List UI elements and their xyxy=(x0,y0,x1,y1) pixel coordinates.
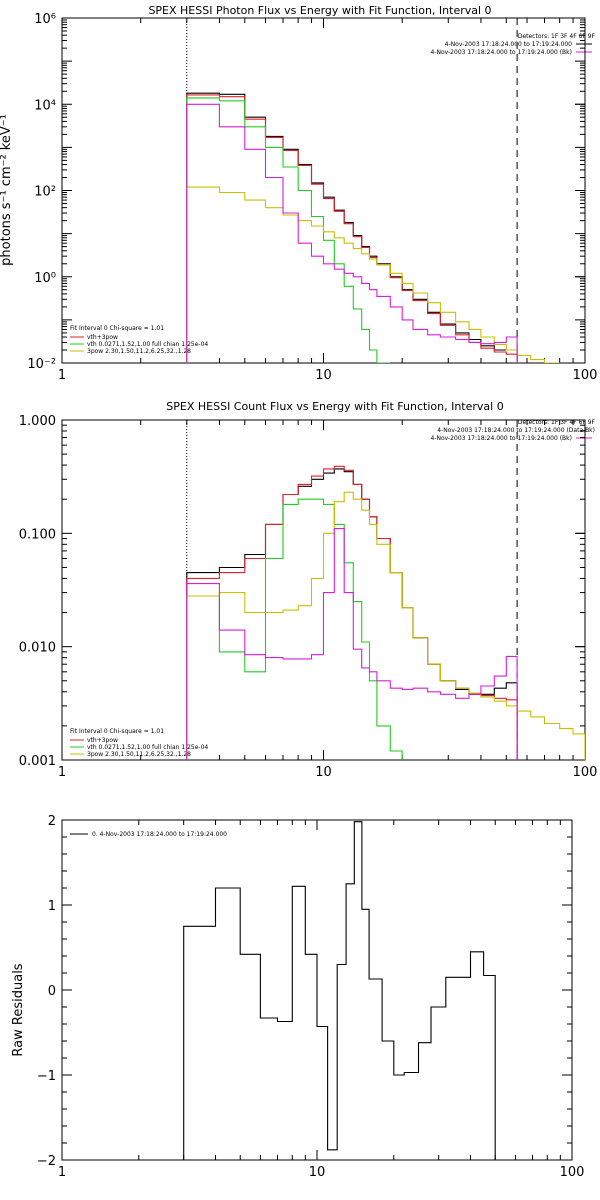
residuals-ylabel: Raw Residuals xyxy=(11,963,26,1056)
p2-legend-vth: vth 0.0271,1.52,1.00 full chian 1.25e-04 xyxy=(87,744,208,751)
p1-legend-3pow: 3pow 2.30,1.50,11.2,6.25,32.,1.28 xyxy=(87,348,191,355)
y-tick-label: 0.010 xyxy=(19,641,56,656)
series-4-step-line xyxy=(186,528,518,760)
photon-flux-title: SPEX HESSI Photon Flux vs Energy with Fi… xyxy=(148,4,491,17)
y-tick-label: 0 xyxy=(48,984,56,999)
y-tick-label: 10⁰ xyxy=(34,271,56,286)
photon-flux-ylabel: photons s⁻¹ cm⁻² keV⁻¹ xyxy=(0,114,14,266)
y-tick-label: 10⁴ xyxy=(34,98,56,113)
x-tick-label: 100 xyxy=(560,1165,585,1180)
x-tick-label: 1 xyxy=(58,368,66,383)
y-tick-label: 0.100 xyxy=(19,527,56,542)
photon-flux-panel: SPEX HESSI Photon Flux vs Energy with Fi… xyxy=(0,4,597,383)
p1-legend-vth: vth 0.0271,1.52,1.00 full chian 1.25e-04 xyxy=(87,341,208,348)
y-tick-label: 10² xyxy=(34,185,56,200)
x-tick-label: 1 xyxy=(58,765,66,780)
p1-header-bk: 4-Nov-2003 17:18:24.000 to 17:19:24.000 … xyxy=(430,49,572,56)
p2-legend-3pow: 3pow 2.30,1.50,11.2,6.25,32.,1.28 xyxy=(87,751,191,758)
p2-fit-label: Fit Interval 0 Chi-square = 1.01 xyxy=(70,728,164,735)
p3-legend-label: 0. 4-Nov-2003 17:18:24.000 to 17:19:24.0… xyxy=(92,831,227,838)
x-tick-label: 100 xyxy=(573,765,598,780)
count-flux-panel: SPEX HESSI Count Flux vs Energy with Fit… xyxy=(19,400,598,780)
y-tick-label: 10⁻² xyxy=(27,357,56,372)
y-tick-label: 1 xyxy=(48,899,56,914)
y-tick-label: 0.001 xyxy=(19,754,56,769)
p1-legend-vth3pow: vth+3pow xyxy=(87,334,118,341)
p2-legend-vth3pow: vth+3pow xyxy=(87,737,118,744)
series-0-step-line xyxy=(186,468,518,760)
p1-header-detectors: Detectors: 1F 3F 4F 6F 9F xyxy=(518,33,596,40)
series-vth-step-line xyxy=(186,97,391,363)
x-tick-label: 10 xyxy=(315,368,332,383)
y-tick-label: 10⁶ xyxy=(34,12,56,27)
series-0-step-line xyxy=(186,92,518,363)
residuals-panel: 0. 4-Nov-2003 17:18:24.000 to 17:19:24.0… xyxy=(11,814,584,1180)
y-tick-label: −2 xyxy=(37,1154,56,1169)
y-tick-label: 1.000 xyxy=(19,414,56,429)
y-tick-label: −1 xyxy=(37,1069,56,1084)
x-tick-label: 100 xyxy=(573,368,598,383)
p2-header-interval: 4-Nov-2003 17:18:24.000 to 17:19:24.000 … xyxy=(437,427,595,434)
series-3pow-step-line xyxy=(186,491,585,760)
x-tick-label: 1 xyxy=(58,1165,66,1180)
count-flux-title: SPEX HESSI Count Flux vs Energy with Fit… xyxy=(166,400,503,413)
series-vth-3pow-step-line xyxy=(186,94,518,363)
series-3pow-step-line xyxy=(186,186,560,363)
y-tick-label: 2 xyxy=(48,814,56,829)
series-4-step-line xyxy=(186,103,518,363)
x-tick-label: 10 xyxy=(309,1165,326,1180)
p2-header-detectors: Detectors: 1F 3F 4F 6F 9F xyxy=(518,419,596,426)
series-vth-3pow-step-line xyxy=(186,465,518,760)
p2-header-bk: 4-Nov-2003 17:18:24.000 to 17:19:24.000 … xyxy=(430,435,572,442)
p1-header-interval: 4-Nov-2003 17:18:24.000 to 17:19:24.000 xyxy=(445,41,573,48)
x-tick-label: 10 xyxy=(315,765,332,780)
series-0--step-line xyxy=(183,821,506,1160)
p1-fit-label: Fit Interval 0 Chi-square = 1.01 xyxy=(70,325,164,332)
